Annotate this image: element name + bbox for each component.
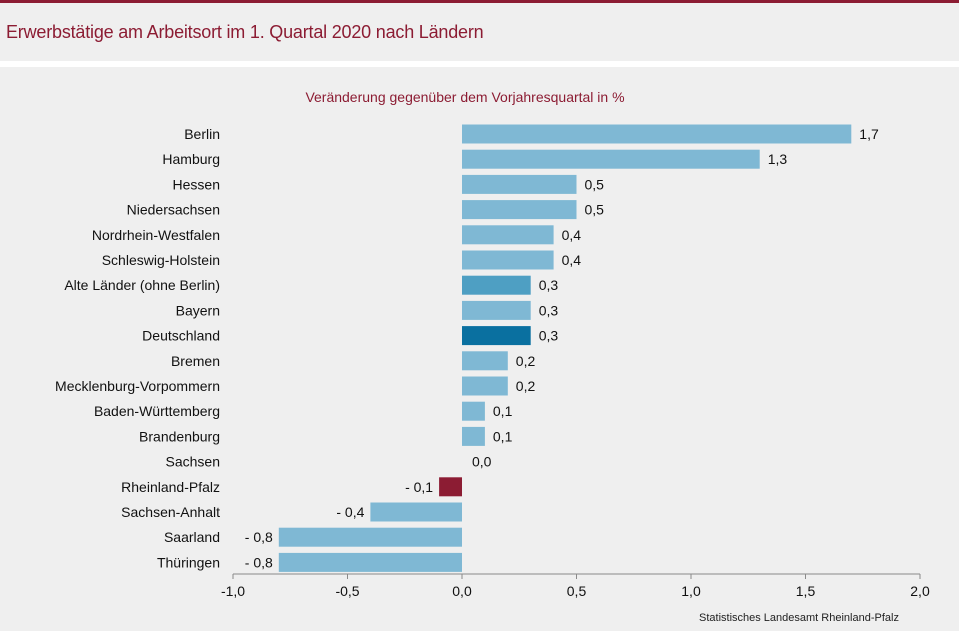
data-label-bayern: 0,3 <box>539 302 559 318</box>
data-label-deutschland: 0,3 <box>539 328 559 344</box>
category-label-bremen: Bremen <box>171 353 220 369</box>
category-label-brandenburg: Brandenburg <box>139 428 220 444</box>
data-label-schleswig-holstein: 0,4 <box>562 252 582 268</box>
bar-hessen <box>462 174 577 194</box>
category-label-schleswig-holstein: Schleswig-Holstein <box>102 252 220 268</box>
data-label-sachsen-anhalt: - 0,4 <box>336 504 364 520</box>
category-label-alte-laender-ohne-berlin: Alte Länder (ohne Berlin) <box>64 277 220 293</box>
category-label-niedersachsen: Niedersachsen <box>127 202 220 218</box>
data-label-rheinland-pfalz: - 0,1 <box>405 479 433 495</box>
bar-chart: Veränderung gegenüber dem Vorjahresquart… <box>55 89 930 599</box>
data-label-berlin: 1,7 <box>859 126 879 142</box>
data-label-mecklenburg-vorpommern: 0,2 <box>516 378 536 394</box>
bar-baden-wuerttemberg <box>462 401 485 421</box>
bar-bayern <box>462 300 531 320</box>
bar-bremen <box>462 351 508 371</box>
category-label-mecklenburg-vorpommern: Mecklenburg-Vorpommern <box>55 378 220 394</box>
category-label-berlin: Berlin <box>184 126 220 142</box>
x-tick-label: 2,0 <box>910 583 930 599</box>
data-label-alte-laender-ohne-berlin: 0,3 <box>539 277 559 293</box>
x-tick-label: 0,5 <box>567 583 587 599</box>
bars-group: Berlin 1,7 Hamburg 1,3 Hessen 0,5 Niedersachse… <box>55 124 879 572</box>
x-tick-label: 1,5 <box>796 583 816 599</box>
bar-sachsen-anhalt <box>370 502 462 522</box>
x-tick-label: 1,0 <box>681 583 701 599</box>
bar-schleswig-holstein <box>462 250 554 270</box>
bar-saarland <box>278 527 462 547</box>
category-label-thueringen: Thüringen <box>157 554 220 570</box>
category-label-saarland: Saarland <box>164 529 220 545</box>
header-separator <box>0 61 959 67</box>
data-label-bremen: 0,2 <box>516 353 536 369</box>
category-label-bayern: Bayern <box>176 302 220 318</box>
data-label-hamburg: 1,3 <box>768 151 788 167</box>
chart-title: Veränderung gegenüber dem Vorjahresquart… <box>305 89 624 105</box>
x-axis: -1,0 -0,5 0,0 0,5 1,0 1,5 2,0 <box>221 573 930 599</box>
bar-deutschland <box>462 326 531 346</box>
x-tick-label: -1,0 <box>221 583 245 599</box>
category-label-sachsen: Sachsen <box>166 454 220 470</box>
header: Erwerbstätige am Arbeitsort im 1. Quarta… <box>0 3 959 61</box>
data-label-brandenburg: 0,1 <box>493 428 513 444</box>
bar-berlin <box>462 124 852 144</box>
bar-niedersachsen <box>462 200 577 220</box>
bar-thueringen <box>278 552 462 572</box>
data-label-baden-wuerttemberg: 0,1 <box>493 403 513 419</box>
category-label-nordrhein-westfalen: Nordrhein-Westfalen <box>92 227 220 243</box>
bar-mecklenburg-vorpommern <box>462 376 508 396</box>
category-label-baden-wuerttemberg: Baden-Württemberg <box>94 403 220 419</box>
bar-brandenburg <box>462 426 485 446</box>
page-title: Erwerbstätige am Arbeitsort im 1. Quarta… <box>6 22 484 42</box>
category-label-sachsen-anhalt: Sachsen-Anhalt <box>121 504 220 520</box>
data-label-niedersachsen: 0,5 <box>585 202 605 218</box>
source-note: Statistisches Landesamt Rheinland-Pfalz <box>699 612 899 624</box>
data-label-thueringen: - 0,8 <box>245 554 273 570</box>
x-tick-label: -0,5 <box>335 583 359 599</box>
data-label-sachsen: 0,0 <box>472 454 492 470</box>
category-label-rheinland-pfalz: Rheinland-Pfalz <box>121 479 220 495</box>
bar-nordrhein-westfalen <box>462 225 554 245</box>
data-label-saarland: - 0,8 <box>245 529 273 545</box>
category-label-deutschland: Deutschland <box>142 328 220 344</box>
top-accent-rule <box>0 0 959 3</box>
data-label-nordrhein-westfalen: 0,4 <box>562 227 582 243</box>
chart-panel: Veränderung gegenüber dem Vorjahresquart… <box>0 67 959 631</box>
category-label-hessen: Hessen <box>173 176 220 192</box>
category-label-hamburg: Hamburg <box>162 151 220 167</box>
x-tick-label: 0,0 <box>452 583 472 599</box>
bar-hamburg <box>462 149 760 169</box>
bar-rheinland-pfalz <box>439 477 462 497</box>
bar-alte-laender-ohne-berlin <box>462 275 531 295</box>
data-label-hessen: 0,5 <box>585 176 605 192</box>
